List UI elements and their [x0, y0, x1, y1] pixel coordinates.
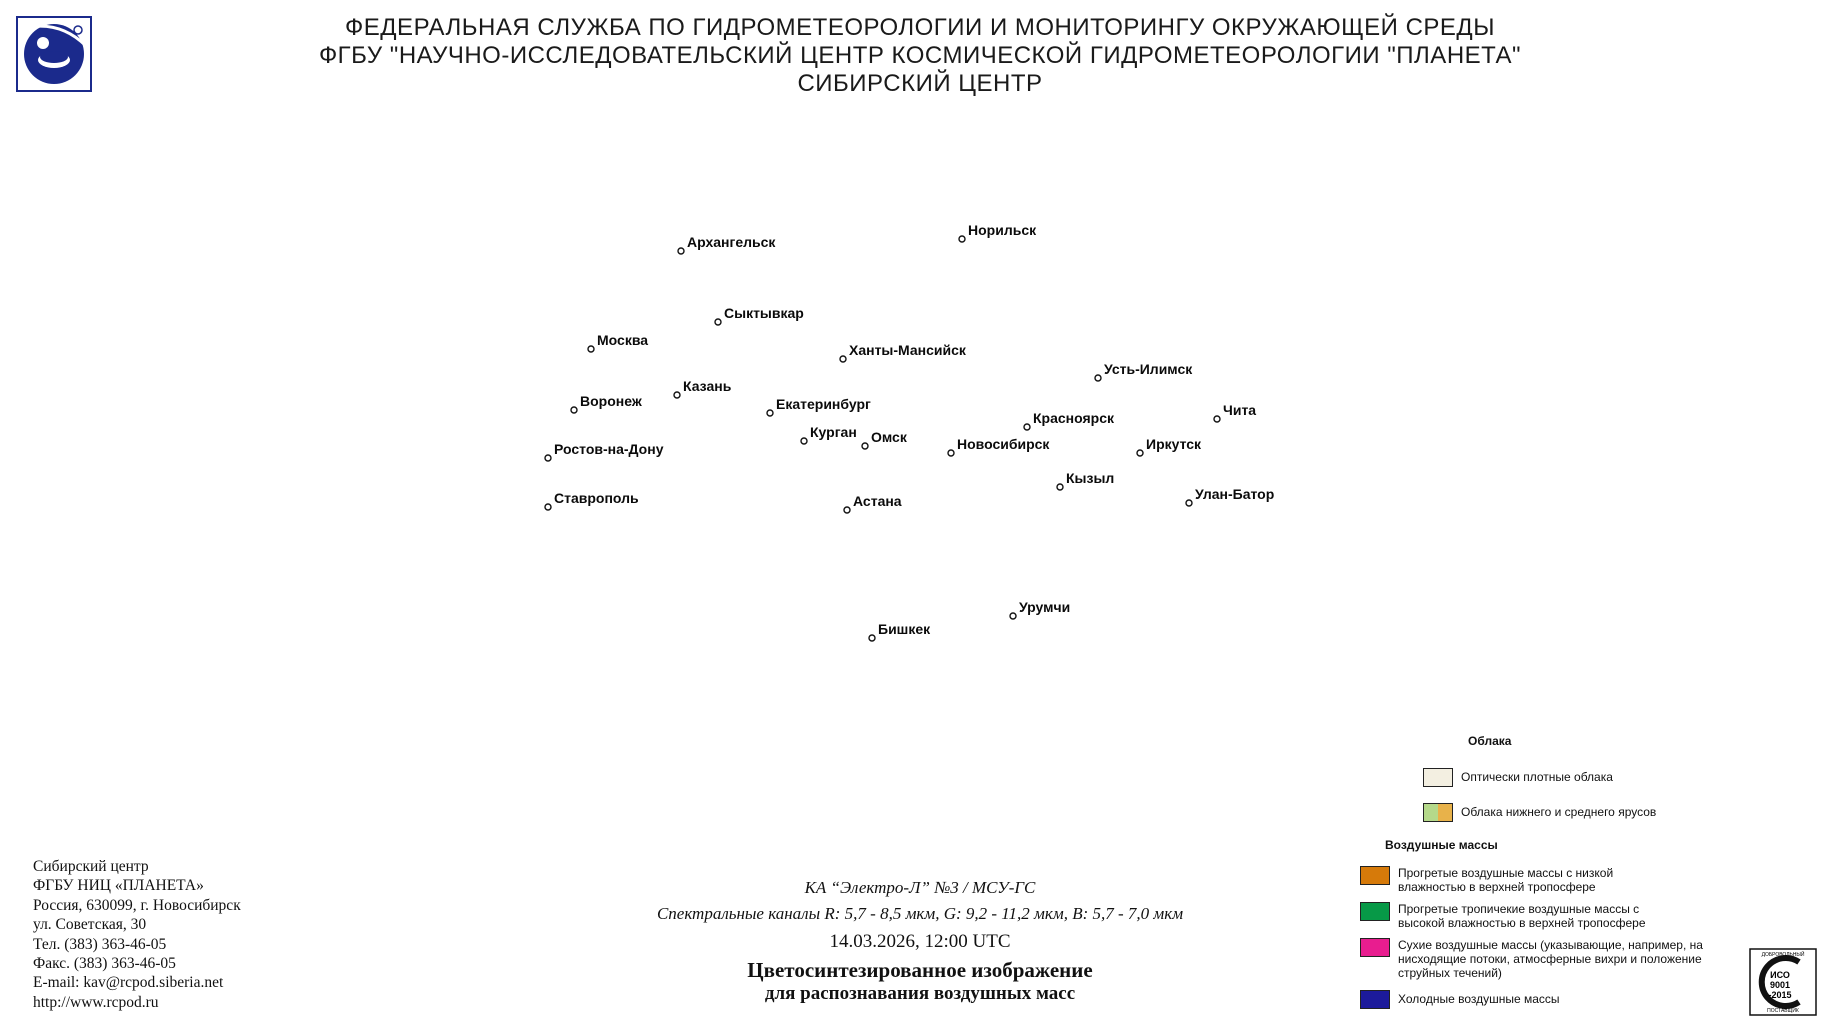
address-line: ул. Советская, 30 [33, 916, 147, 934]
legend-swatch [1423, 768, 1453, 787]
legend-item-warm-dry: Прогретые воздушные массы с низкой влажн… [1360, 866, 1700, 894]
address-block: Сибирский центр ФГБУ НИЦ «ПЛАНЕТА» Росси… [33, 857, 241, 1012]
caption-title-2: для распознавания воздушных масс [764, 983, 1076, 1004]
caption-title-1: Цветосинтезированное изображение [747, 958, 1093, 982]
city-dot [673, 391, 681, 399]
city-dot [570, 406, 578, 414]
iso-bottom-text: ПОСТАВЩИК [1767, 1008, 1799, 1014]
city-dot [587, 345, 595, 353]
city-dot [1009, 612, 1017, 620]
city-label: Чита [1223, 402, 1256, 418]
legend-item-low-mid-clouds: Облака нижнего и среднего ярусов [1423, 803, 1656, 822]
city-label: Воронеж [580, 393, 643, 409]
city-label: Омск [871, 429, 908, 445]
legend-label: Облака нижнего и среднего ярусов [1461, 805, 1657, 819]
city-label: Усть-Илимск [1104, 361, 1193, 377]
caption-channels: Спектральные каналы R: 5,7 - 8,5 мкм, G:… [656, 904, 1184, 923]
city-label: Новосибирск [957, 436, 1050, 452]
legend-item-dense-clouds: Оптически плотные облака [1423, 768, 1613, 787]
header-line-1: ФЕДЕРАЛЬНАЯ СЛУЖБА ПО ГИДРОМЕТЕОРОЛОГИИ … [345, 14, 1495, 41]
legend-item-dry: Сухие воздушные массы (указывающие, напр… [1360, 938, 1760, 980]
legend-item-cold: Холодные воздушные массы [1360, 990, 1560, 1009]
city-label: Архангельск [687, 234, 776, 250]
city-label: Кызыл [1066, 470, 1114, 486]
city-label: Норильск [968, 222, 1037, 238]
city-label: Бишкек [878, 621, 931, 637]
legend-swatch [1360, 902, 1390, 921]
address-fax: Факс. (383) 363-46-05 [33, 955, 176, 973]
legend-label: Оптически плотные облака [1461, 770, 1613, 784]
legend-airmass-title: Воздушные массы [1385, 838, 1498, 852]
city-label: Урумчи [1019, 599, 1070, 615]
legend-swatch [1360, 866, 1390, 885]
city-label: Улан-Батор [1195, 486, 1274, 502]
city-label: Ростов-на-Дону [554, 441, 664, 457]
city-label: Иркутск [1146, 436, 1202, 452]
city-dot [843, 506, 851, 514]
header-line-3: СИБИРСКИЙ ЦЕНТР [797, 70, 1043, 97]
city-dot [544, 503, 552, 511]
city-dot [947, 449, 955, 457]
header: ФЕДЕРАЛЬНАЯ СЛУЖБА ПО ГИДРОМЕТЕОРОЛОГИИ … [0, 14, 1840, 98]
caption-datetime: 14.03.2026, 12:00 UTC [829, 931, 1011, 952]
city-label: Сыктывкар [724, 305, 804, 321]
city-dot [800, 437, 808, 445]
header-line-2: ФГБУ "НАУЧНО-ИССЛЕДОВАТЕЛЬСКИЙ ЦЕНТР КОС… [318, 42, 1522, 69]
city-dot [868, 634, 876, 642]
city-label: Екатеринбург [776, 396, 871, 412]
planeta-logo-icon [16, 16, 92, 92]
caption-satellite: КА “Электро-Л” №3 / МСУ-ГС [804, 878, 1036, 897]
legend-label: Холодные воздушные массы [1398, 992, 1560, 1006]
city-dot [1136, 449, 1144, 457]
legend-clouds-title: Облака [1468, 734, 1512, 748]
address-phone: Тел. (383) 363-46-05 [33, 935, 167, 953]
legend-label: Прогретые воздушные массы с низкой влажн… [1398, 866, 1614, 894]
city-label: Астана [853, 493, 902, 509]
iso-certificate-icon: ДОБРОВОЛЬНЫЙ ИСО 9001 -2015 ПОСТАВЩИК [1749, 948, 1817, 1016]
city-dot [766, 409, 774, 417]
iso-top-text: ДОБРОВОЛЬНЫЙ [1762, 950, 1805, 958]
legend-label: Сухие воздушные массы (указывающие, напр… [1398, 938, 1703, 980]
legend-label: Прогретые тропичекие воздушные массы с в… [1398, 902, 1646, 930]
city-markers: Архангельск Норильск Сыктывкар Ханты-Мансий… [544, 221, 1276, 642]
address-line: Россия, 630099, г. Новосибирск [33, 896, 241, 914]
city-dot [1023, 423, 1031, 431]
iso-line-1: ИСО [1770, 970, 1790, 980]
address-line: Сибирский центр [33, 858, 149, 875]
legend-item-warm-tropical: Прогретые тропичекие воздушные массы с в… [1360, 902, 1720, 930]
city-dot [1185, 499, 1193, 507]
city-dot [839, 355, 847, 363]
city-label: Казань [683, 378, 732, 394]
city-dot [1094, 374, 1102, 382]
city-dot [714, 318, 722, 326]
address-website[interactable]: http://www.rcpod.ru [33, 993, 159, 1011]
city-dot [544, 454, 552, 462]
legend-swatch [1360, 938, 1390, 957]
iso-line-2: 9001 [1770, 980, 1790, 990]
city-dot [1213, 415, 1221, 423]
iso-line-3: -2015 [1768, 990, 1791, 1000]
city-label: Москва [597, 332, 648, 348]
address-email[interactable]: E-mail: kav@rcpod.siberia.net [33, 974, 224, 992]
city-label: Красноярск [1033, 410, 1115, 426]
legend-swatch [1360, 990, 1390, 1009]
city-label: Ханты-Мансийск [849, 342, 967, 358]
city-dot [958, 235, 966, 243]
city-dot [861, 442, 869, 450]
city-label: Ставрополь [554, 490, 639, 506]
city-label: Курган [810, 424, 857, 440]
city-dot [677, 247, 685, 255]
address-line: ФГБУ НИЦ «ПЛАНЕТА» [33, 877, 204, 895]
city-dot [1056, 483, 1064, 491]
legend-swatch [1423, 803, 1453, 822]
